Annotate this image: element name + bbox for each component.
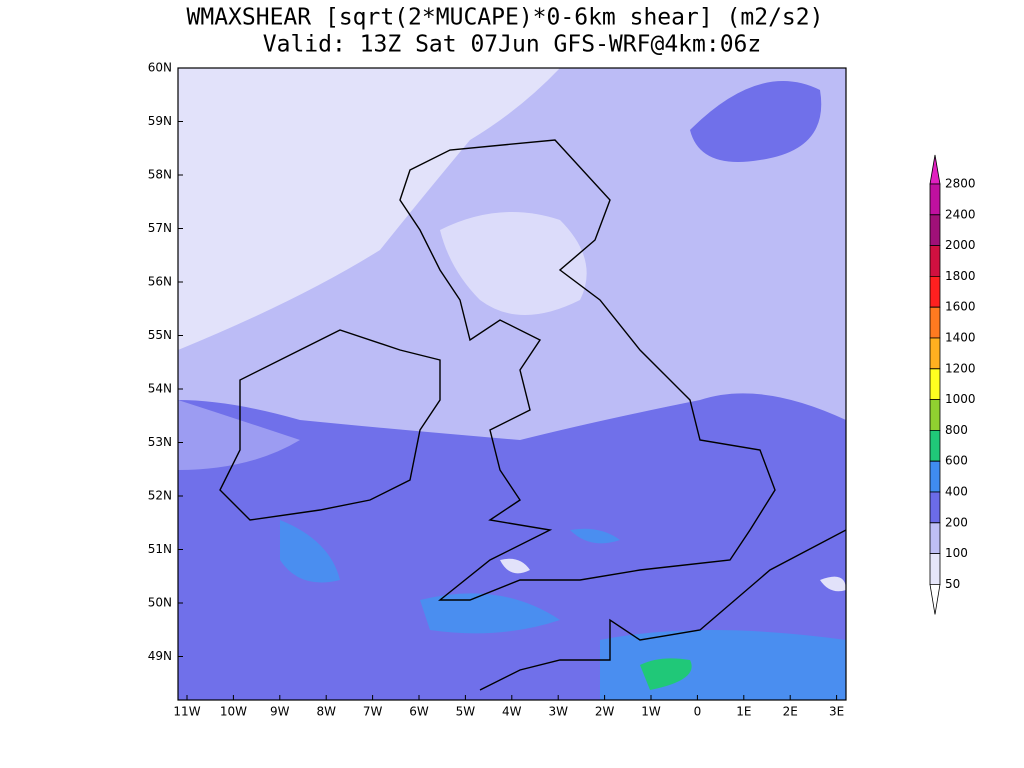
colorbar-label: 800: [945, 423, 968, 437]
lon-label: 3E: [829, 705, 844, 719]
colorbar-segment: [929, 399, 941, 431]
lon-label: 1E: [736, 705, 751, 719]
lat-label: 52N: [148, 489, 172, 503]
colorbar-segment: [929, 491, 941, 524]
lat-label: 50N: [148, 596, 172, 610]
colorbar-label: 2800: [945, 177, 976, 191]
lat-label: 58N: [148, 168, 172, 182]
colorbar-label: 1400: [945, 331, 976, 345]
lon-label: 9W: [270, 705, 290, 719]
colorbar-segment: [929, 368, 941, 400]
lon-label: 2W: [595, 705, 615, 719]
lon-label: 1W: [641, 705, 661, 719]
lat-label: 54N: [148, 382, 172, 396]
lat-label: 51N: [148, 542, 172, 556]
lat-label: 60N: [148, 61, 172, 75]
lon-label: 11W: [173, 705, 200, 719]
colorbar-segment: [929, 337, 941, 370]
colorbar-segment: [929, 183, 941, 216]
subtitle: Valid: 13Z Sat 07Jun GFS-WRF@4km:06z: [263, 32, 762, 58]
colorbar-segment: [929, 154, 941, 185]
colorbar-segment: [929, 522, 941, 554]
lat-label: 59N: [148, 114, 172, 128]
colorbar-segment: [929, 430, 941, 462]
lat-label: 56N: [148, 275, 172, 289]
colorbar-segment: [929, 584, 941, 615]
lat-label: 57N: [148, 221, 172, 235]
colorbar-segment: [929, 214, 941, 246]
colorbar-label: 1600: [945, 300, 976, 314]
lon-label: 4W: [502, 705, 522, 719]
colorbar-segment: [929, 306, 941, 339]
lon-label: 8W: [316, 705, 336, 719]
colorbar-label: 2400: [945, 207, 976, 221]
colorbar-segment: [929, 276, 941, 308]
lon-label: 3W: [548, 705, 568, 719]
colorbar-label: 1000: [945, 392, 976, 406]
lat-label: 55N: [148, 328, 172, 342]
map: [177, 67, 847, 701]
colorbar-segment: [929, 460, 941, 493]
colorbar-label: 1800: [945, 269, 976, 283]
colorbar-label: 1200: [945, 361, 976, 375]
title: WMAXSHEAR [sqrt(2*MUCAPE)*0-6km shear] (…: [187, 5, 824, 31]
lon-label: 10W: [220, 705, 247, 719]
colorbar-label: 400: [945, 485, 968, 499]
lon-label: 0: [694, 705, 702, 719]
lon-label: 2E: [783, 705, 798, 719]
colorbar-label: 2000: [945, 238, 976, 252]
lon-label: 5W: [456, 705, 476, 719]
lon-label: 6W: [409, 705, 429, 719]
lat-label: 49N: [148, 649, 172, 663]
colorbar-label: 100: [945, 546, 968, 560]
colorbar-label: 50: [945, 577, 960, 591]
colorbar-label: 600: [945, 454, 968, 468]
lon-label: 7W: [363, 705, 383, 719]
colorbar-segment: [929, 245, 941, 277]
colorbar-label: 200: [945, 515, 968, 529]
lat-label: 53N: [148, 435, 172, 449]
colorbar-segment: [929, 553, 941, 585]
